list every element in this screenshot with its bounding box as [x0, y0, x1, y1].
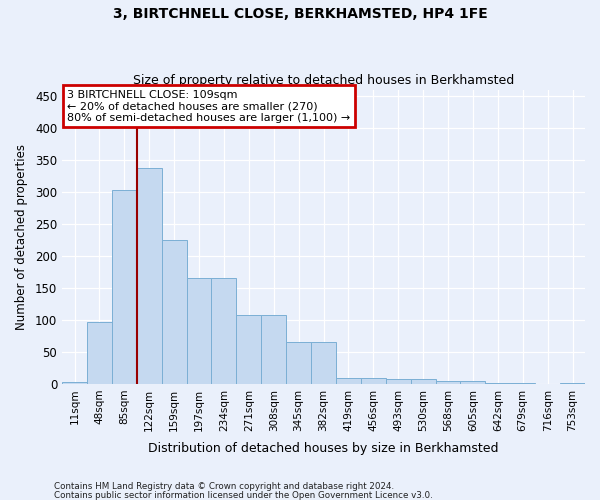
Bar	[137, 168, 161, 384]
Text: Contains public sector information licensed under the Open Government Licence v3: Contains public sector information licen…	[54, 490, 433, 500]
Bar	[62, 382, 87, 384]
Bar	[460, 380, 485, 384]
Bar	[112, 190, 137, 384]
Y-axis label: Number of detached properties: Number of detached properties	[15, 144, 28, 330]
Bar	[87, 322, 112, 384]
Bar	[211, 278, 236, 384]
Bar	[187, 278, 211, 384]
Bar	[261, 315, 286, 384]
Text: Contains HM Land Registry data © Crown copyright and database right 2024.: Contains HM Land Registry data © Crown c…	[54, 482, 394, 491]
Bar	[161, 240, 187, 384]
Bar	[361, 378, 386, 384]
Bar	[311, 342, 336, 384]
Bar	[436, 380, 460, 384]
Bar	[560, 382, 585, 384]
X-axis label: Distribution of detached houses by size in Berkhamsted: Distribution of detached houses by size …	[148, 442, 499, 455]
Text: 3 BIRTCHNELL CLOSE: 109sqm
← 20% of detached houses are smaller (270)
80% of sem: 3 BIRTCHNELL CLOSE: 109sqm ← 20% of deta…	[67, 90, 350, 123]
Text: 3, BIRTCHNELL CLOSE, BERKHAMSTED, HP4 1FE: 3, BIRTCHNELL CLOSE, BERKHAMSTED, HP4 1F…	[113, 8, 487, 22]
Title: Size of property relative to detached houses in Berkhamsted: Size of property relative to detached ho…	[133, 74, 514, 87]
Bar	[386, 379, 410, 384]
Bar	[336, 378, 361, 384]
Bar	[410, 379, 436, 384]
Bar	[236, 315, 261, 384]
Bar	[286, 342, 311, 384]
